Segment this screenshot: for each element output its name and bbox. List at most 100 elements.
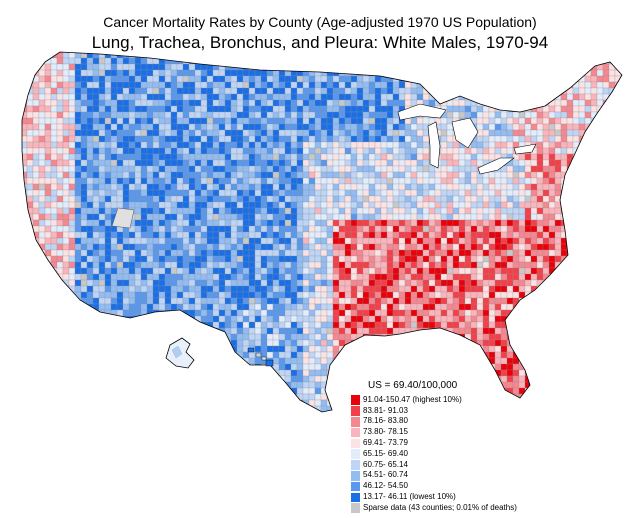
county-cell xyxy=(182,279,190,287)
county-cell xyxy=(314,111,322,119)
county-cell xyxy=(86,309,94,317)
county-cell xyxy=(236,87,244,95)
county-cell xyxy=(26,273,34,281)
county-cell xyxy=(518,303,526,311)
county-cell xyxy=(602,297,610,305)
county-cell xyxy=(452,147,460,155)
county-cell xyxy=(548,159,556,167)
county-cell xyxy=(500,129,508,137)
county-cell xyxy=(224,87,232,95)
county-cell xyxy=(374,75,382,83)
county-cell xyxy=(182,63,190,71)
county-cell xyxy=(602,123,610,131)
county-cell xyxy=(242,57,250,65)
county-cell xyxy=(110,231,118,239)
county-cell xyxy=(152,261,160,269)
county-cell xyxy=(536,87,544,95)
county-cell xyxy=(398,249,406,257)
county-cell xyxy=(458,177,466,185)
county-cell xyxy=(158,327,166,335)
county-cell xyxy=(428,81,436,89)
county-cell xyxy=(584,255,592,263)
county-cell xyxy=(224,183,232,191)
county-cell xyxy=(590,69,598,77)
county-cell xyxy=(56,327,64,335)
county-cell xyxy=(200,285,208,293)
county-cell xyxy=(308,177,316,185)
county-cell xyxy=(344,213,352,221)
county-cell xyxy=(320,93,328,101)
county-cell xyxy=(350,135,358,143)
county-cell xyxy=(15,94,21,100)
county-cell xyxy=(224,135,232,143)
county-cell xyxy=(566,141,574,149)
county-cell xyxy=(122,285,130,293)
county-cell xyxy=(236,327,244,335)
county-cell xyxy=(194,321,202,329)
county-cell xyxy=(326,249,334,257)
county-cell xyxy=(38,69,46,77)
county-cell xyxy=(56,147,64,155)
county-cell xyxy=(158,243,166,251)
county-cell xyxy=(614,63,622,71)
county-cell xyxy=(128,57,136,65)
county-cell xyxy=(74,231,82,239)
county-cell xyxy=(602,201,610,209)
county-cell xyxy=(272,183,280,191)
county-cell xyxy=(428,57,436,65)
county-cell xyxy=(452,195,460,203)
county-cell xyxy=(620,315,622,323)
county-cell xyxy=(254,225,262,233)
county-cell xyxy=(326,309,334,317)
county-cell xyxy=(326,321,334,329)
county-cell xyxy=(212,261,220,269)
county-cell xyxy=(290,327,298,335)
county-cell xyxy=(248,117,256,125)
county-cell xyxy=(512,189,520,197)
county-cell xyxy=(182,201,190,209)
county-cell xyxy=(170,249,178,257)
county-cell xyxy=(314,213,322,221)
county-cell xyxy=(560,147,568,155)
county-cell xyxy=(314,225,322,233)
county-cell xyxy=(446,177,454,185)
county-cell xyxy=(410,243,418,251)
county-cell xyxy=(140,141,148,149)
county-cell xyxy=(506,213,514,221)
county-cell xyxy=(512,123,520,131)
county-cell xyxy=(524,237,532,245)
county-cell xyxy=(86,261,94,269)
county-cell xyxy=(392,129,400,137)
county-cell xyxy=(188,201,196,209)
county-cell xyxy=(242,231,250,239)
county-cell xyxy=(572,309,580,317)
county-cell xyxy=(482,117,490,125)
county-cell xyxy=(344,243,352,251)
county-cell xyxy=(326,105,334,113)
county-cell xyxy=(458,237,466,245)
county-cell xyxy=(44,165,52,173)
county-cell xyxy=(596,165,604,173)
county-cell xyxy=(62,255,70,263)
county-cell xyxy=(440,129,448,137)
county-cell xyxy=(62,111,70,119)
county-cell xyxy=(614,177,622,185)
county-cell xyxy=(494,249,502,257)
county-cell xyxy=(506,285,514,293)
county-cell xyxy=(386,81,394,89)
county-cell xyxy=(470,321,478,329)
county-cell xyxy=(446,231,454,239)
county-cell xyxy=(104,63,112,71)
county-cell xyxy=(476,237,484,245)
county-cell xyxy=(308,213,316,221)
county-cell xyxy=(68,147,76,155)
county-cell xyxy=(122,291,130,299)
county-cell xyxy=(86,249,94,257)
county-cell xyxy=(530,57,538,65)
county-cell xyxy=(56,117,64,125)
county-cell xyxy=(248,171,256,179)
county-cell xyxy=(608,219,616,227)
county-cell xyxy=(224,321,232,329)
county-cell xyxy=(536,201,544,209)
county-cell xyxy=(320,315,328,323)
